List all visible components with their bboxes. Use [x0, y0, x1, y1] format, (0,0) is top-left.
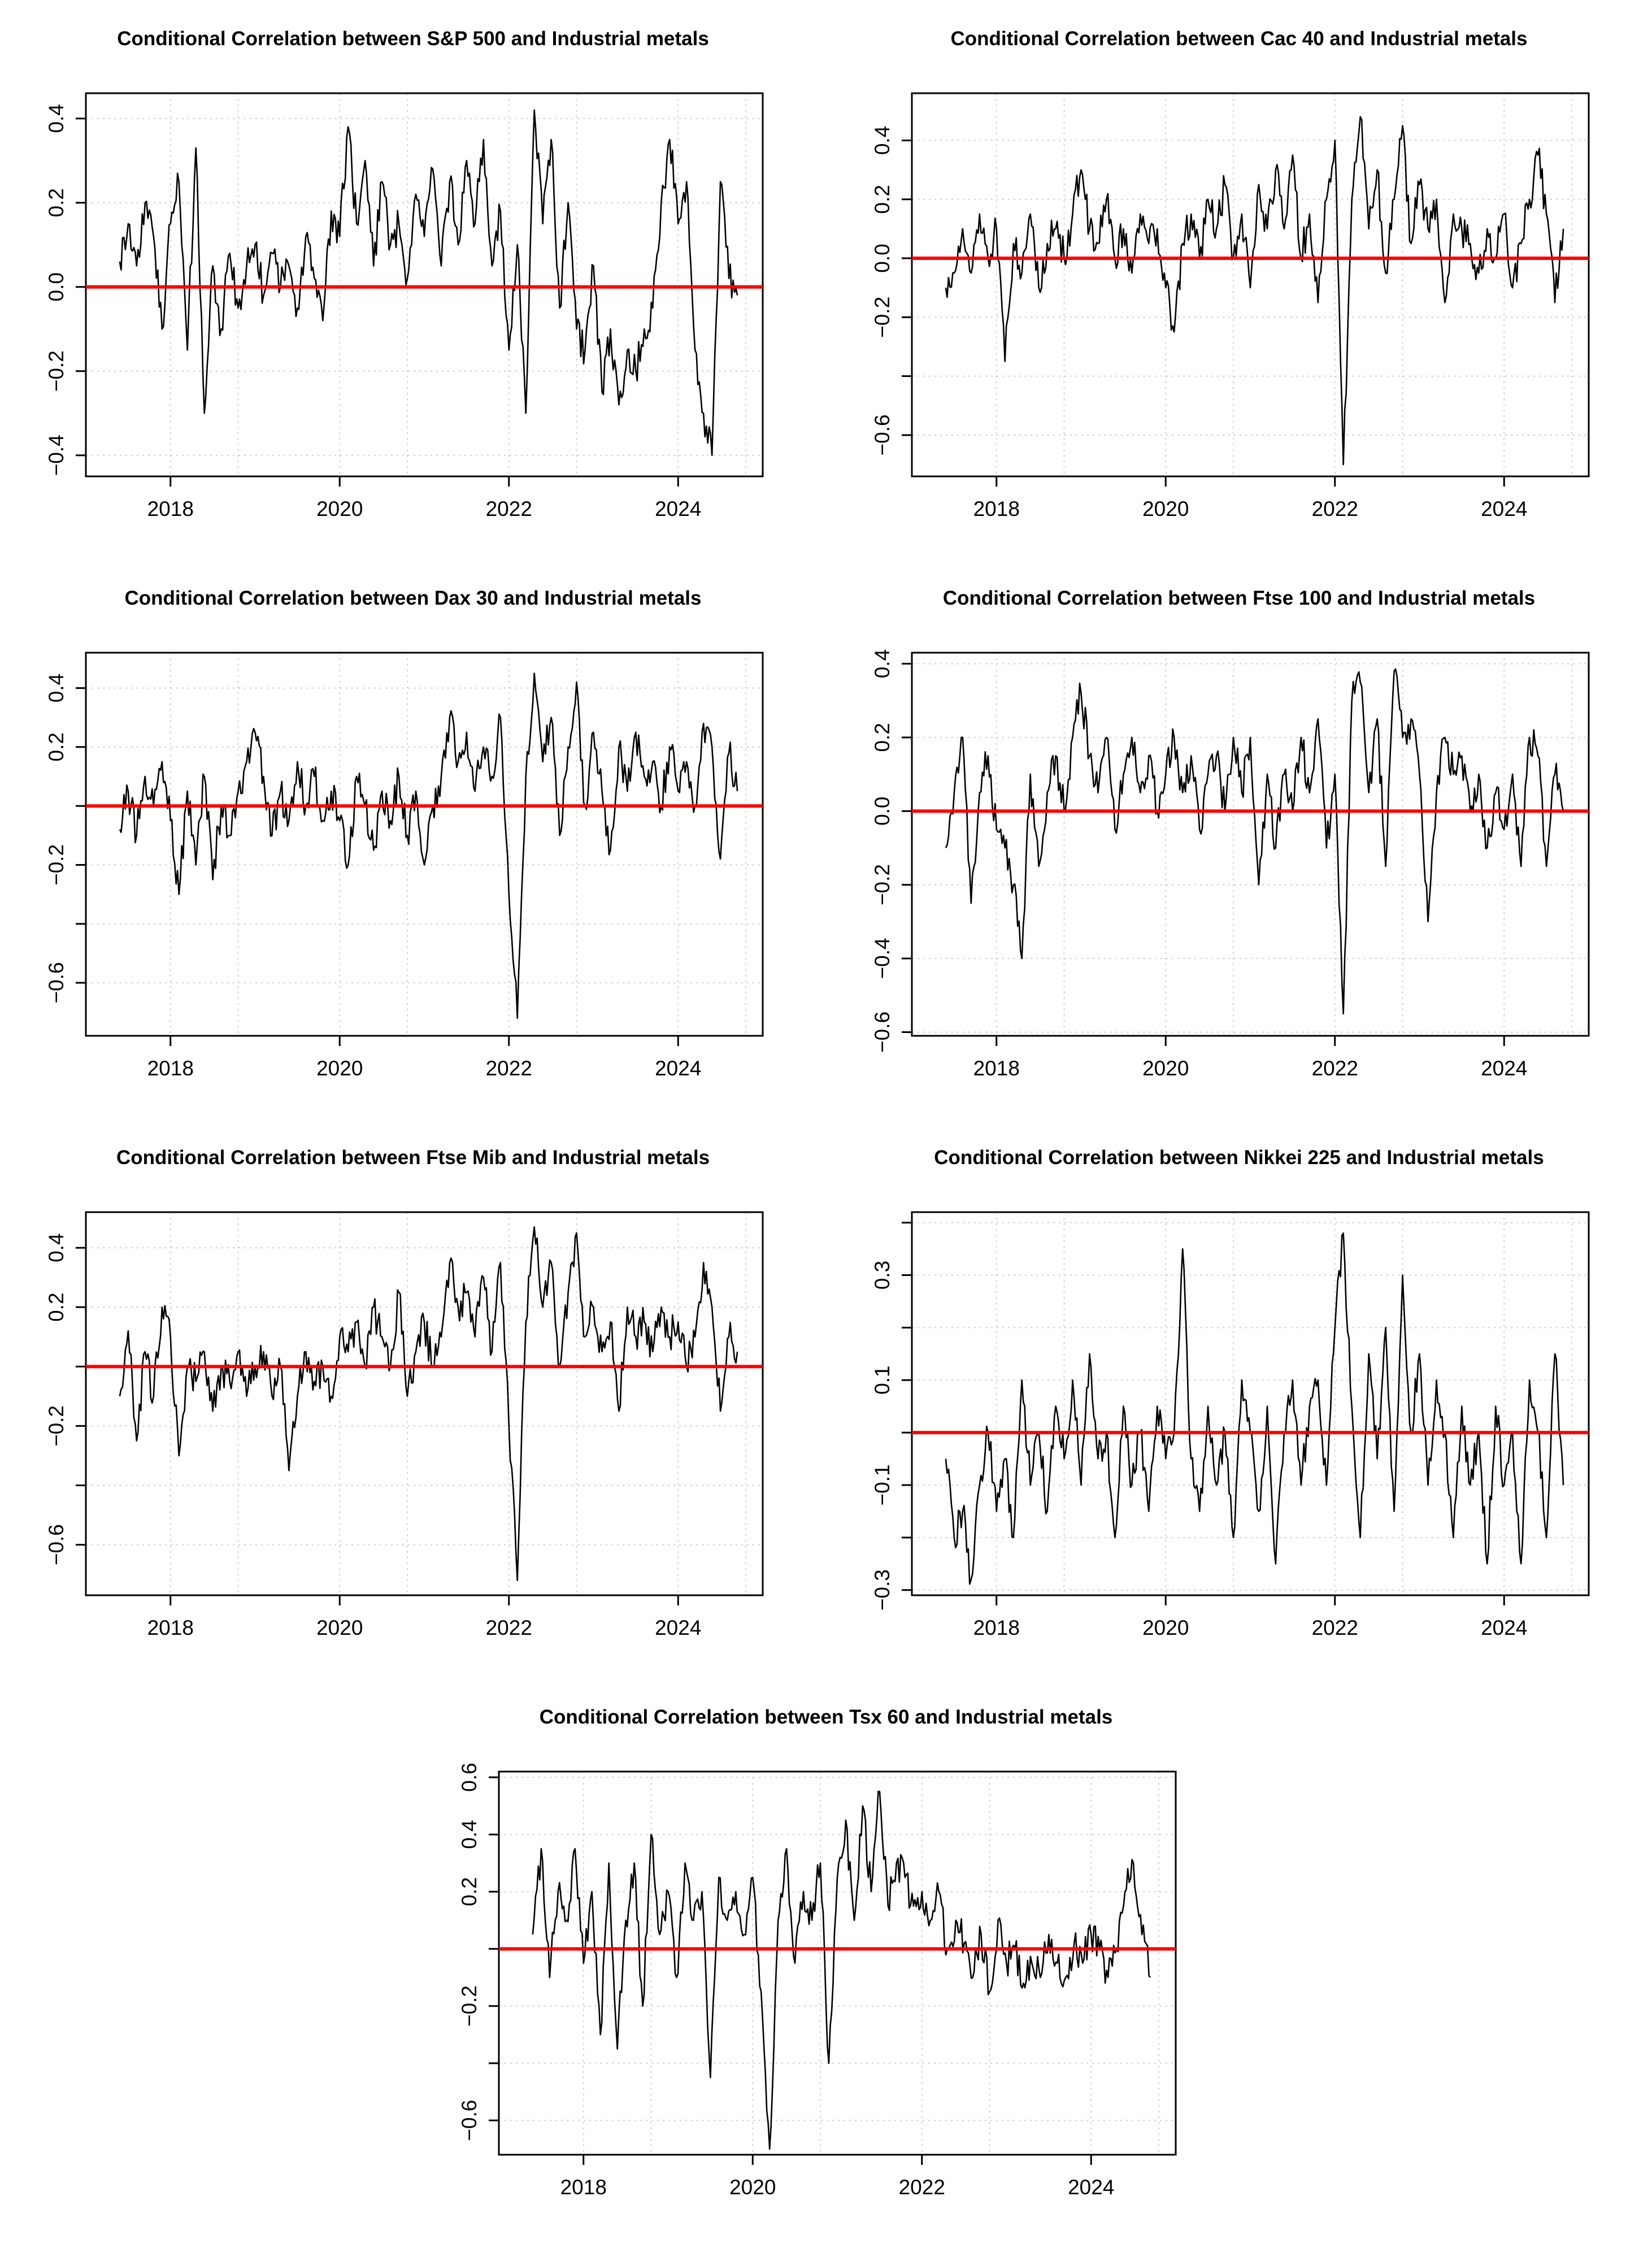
y-tick-label: −0.3: [871, 1569, 894, 1611]
chart-panel-nikkei225: Conditional Correlation between Nikkei 2…: [826, 1119, 1652, 1678]
y-tick-label: 0.6: [458, 1763, 481, 1791]
y-tick-label: −0.2: [458, 1985, 481, 2026]
x-tick-label: 2022: [486, 1616, 532, 1639]
x-tick-label: 2022: [486, 497, 532, 520]
y-tick-label: 0.1: [871, 1365, 894, 1394]
correlation-series-line: [119, 1226, 738, 1581]
y-tick-label: 0.4: [458, 1820, 481, 1849]
chart-title: Conditional Correlation between S&P 500 …: [117, 28, 709, 50]
x-tick-label: 2018: [560, 2176, 607, 2199]
x-tick-label: 2022: [1312, 497, 1358, 520]
chart-panel-ftse100: Conditional Correlation between Ftse 100…: [826, 559, 1652, 1119]
y-tick-label: 0.4: [45, 674, 68, 702]
y-tick-label: −0.2: [45, 1405, 68, 1447]
y-tick-label: −0.2: [871, 297, 894, 338]
chart-panel-cac40: Conditional Correlation between Cac 40 a…: [826, 0, 1652, 559]
y-tick-label: −0.6: [871, 1012, 894, 1053]
x-tick-label: 2020: [316, 1616, 363, 1639]
chart-svg: Conditional Correlation between Tsx 60 a…: [458, 1706, 1177, 2199]
y-tick-label: −0.2: [871, 864, 894, 905]
x-tick-label: 2018: [147, 497, 194, 520]
chart-svg: Conditional Correlation between Nikkei 2…: [871, 1147, 1590, 1639]
y-tick-label: 0.2: [45, 188, 68, 217]
x-tick-label: 2024: [1068, 2176, 1114, 2199]
y-tick-label: 0.0: [871, 797, 894, 826]
chart-panel-sp500: Conditional Correlation between S&P 500 …: [0, 0, 826, 559]
chart-svg: Conditional Correlation between Ftse 100…: [871, 587, 1590, 1080]
x-tick-label: 2024: [1481, 1616, 1527, 1639]
y-tick-label: −0.2: [45, 350, 68, 392]
x-tick-label: 2022: [1312, 1057, 1358, 1080]
chart-title: Conditional Correlation between Ftse 100…: [943, 587, 1535, 609]
x-tick-label: 2024: [655, 497, 701, 520]
y-tick-label: 0.4: [871, 126, 894, 155]
chart-title: Conditional Correlation between Tsx 60 a…: [540, 1706, 1113, 1728]
x-tick-label: 2024: [1481, 497, 1527, 520]
correlation-series-line: [532, 1790, 1151, 2150]
y-tick-label: −0.2: [45, 844, 68, 886]
chart-panel-tsx60: Conditional Correlation between Tsx 60 a…: [413, 1678, 1239, 2238]
chart-svg: Conditional Correlation between Dax 30 a…: [45, 587, 764, 1080]
y-tick-label: −0.6: [45, 962, 68, 1004]
x-tick-label: 2024: [655, 1616, 701, 1639]
chart-title: Conditional Correlation between Ftse Mib…: [116, 1147, 710, 1169]
y-tick-label: 0.2: [45, 1292, 68, 1321]
x-tick-label: 2022: [486, 1057, 532, 1080]
chart-title: Conditional Correlation between Dax 30 a…: [124, 587, 701, 609]
x-tick-label: 2022: [899, 2176, 945, 2199]
chart-title: Conditional Correlation between Nikkei 2…: [934, 1147, 1544, 1169]
y-tick-label: −0.4: [871, 938, 894, 979]
y-tick-label: 0.3: [871, 1261, 894, 1290]
plot-frame: [911, 652, 1590, 1037]
y-tick-label: 0.4: [45, 104, 68, 133]
y-tick-label: 0.4: [871, 649, 894, 678]
y-tick-label: −0.6: [871, 414, 894, 455]
x-tick-label: 2022: [1312, 1616, 1358, 1639]
plot-frame: [85, 652, 764, 1037]
plot-frame: [911, 92, 1590, 478]
x-tick-label: 2020: [1142, 497, 1189, 520]
y-tick-label: −0.4: [45, 435, 68, 476]
x-tick-label: 2020: [1142, 1057, 1189, 1080]
plot-frame: [498, 1770, 1177, 2156]
x-tick-label: 2020: [1142, 1616, 1189, 1639]
x-tick-label: 2018: [973, 497, 1020, 520]
x-tick-label: 2018: [147, 1616, 194, 1639]
y-tick-label: −0.6: [45, 1524, 68, 1565]
correlation-series-line: [945, 1232, 1564, 1585]
y-tick-label: −0.1: [871, 1464, 894, 1505]
x-tick-label: 2024: [1481, 1057, 1527, 1080]
correlation-series-line: [119, 109, 738, 456]
correlation-series-line: [945, 116, 1564, 466]
chart-svg: Conditional Correlation between Cac 40 a…: [871, 28, 1590, 520]
plot-frame: [85, 1211, 764, 1596]
x-tick-label: 2018: [973, 1057, 1020, 1080]
chart-title: Conditional Correlation between Cac 40 a…: [950, 28, 1527, 50]
x-tick-label: 2024: [655, 1057, 701, 1080]
y-tick-label: 0.4: [45, 1233, 68, 1262]
x-tick-label: 2020: [729, 2176, 776, 2199]
y-tick-label: 0.2: [458, 1877, 481, 1906]
x-tick-label: 2020: [316, 1057, 363, 1080]
y-tick-label: 0.0: [871, 244, 894, 272]
y-tick-label: −0.6: [458, 2100, 481, 2141]
chart-svg: Conditional Correlation between Ftse Mib…: [45, 1147, 764, 1639]
y-tick-label: 0.2: [871, 185, 894, 214]
plot-frame: [911, 1211, 1590, 1596]
chart-panel-dax30: Conditional Correlation between Dax 30 a…: [0, 559, 826, 1119]
correlation-series-line: [119, 672, 738, 1019]
plot-frame: [85, 92, 764, 478]
x-tick-label: 2018: [973, 1616, 1020, 1639]
x-tick-label: 2018: [147, 1057, 194, 1080]
y-tick-label: 0.0: [45, 272, 68, 301]
x-tick-label: 2020: [316, 497, 363, 520]
chart-svg: Conditional Correlation between S&P 500 …: [45, 28, 764, 520]
chart-panel-ftsemib: Conditional Correlation between Ftse Mib…: [0, 1119, 826, 1678]
correlation-series-line: [945, 668, 1564, 1015]
y-tick-label: 0.2: [45, 732, 68, 761]
y-tick-label: 0.2: [871, 723, 894, 752]
